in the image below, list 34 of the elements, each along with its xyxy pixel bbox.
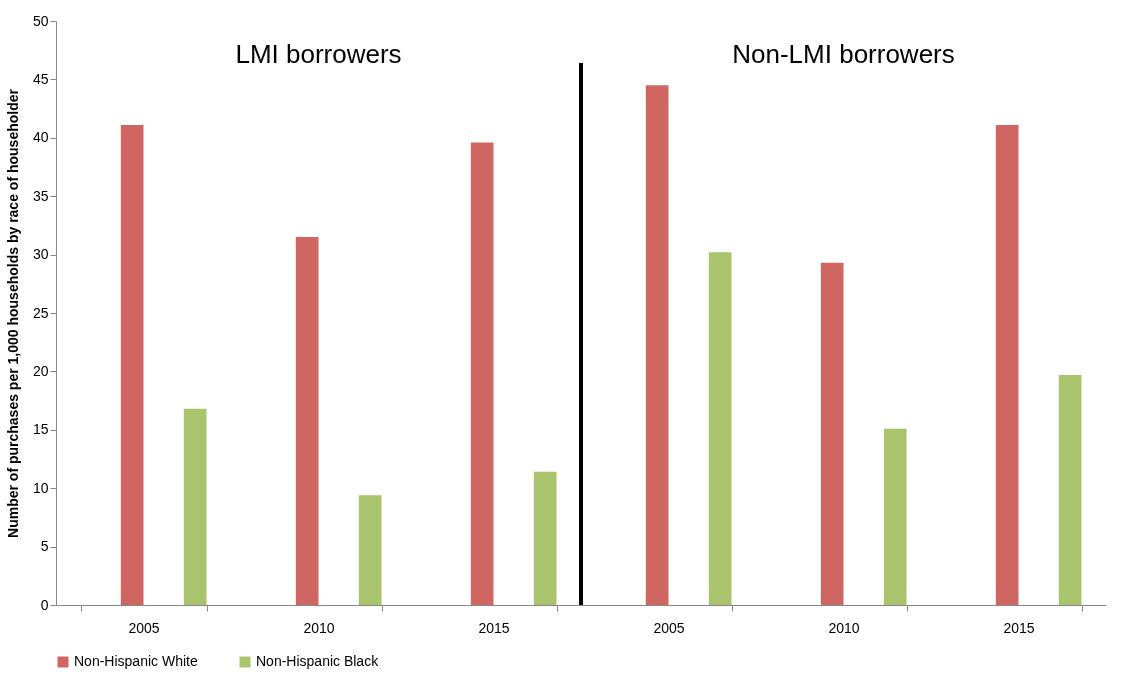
x-tick-label: 2010 — [303, 619, 335, 636]
bar — [533, 471, 557, 605]
bar — [470, 142, 494, 605]
annotation: LMI borrowers — [235, 39, 402, 69]
legend-label: Non-Hispanic Black — [256, 653, 380, 669]
y-tick-label: 0 — [40, 596, 49, 613]
bar — [358, 495, 382, 605]
y-tick-label: 20 — [32, 362, 49, 379]
legend-label: Non-Hispanic White — [74, 653, 198, 669]
y-tick-label: 30 — [32, 246, 49, 263]
bar — [120, 124, 144, 605]
y-tick-label: 50 — [32, 12, 49, 29]
y-axis-title: Number of purchases per 1,000 households by race of householder — [4, 88, 21, 538]
bar — [820, 262, 844, 605]
bar — [1058, 374, 1082, 605]
bar — [883, 428, 907, 605]
x-tick-label: 2015 — [1003, 619, 1035, 636]
y-tick-label: 15 — [32, 421, 49, 438]
x-tick-label: 2015 — [478, 619, 510, 636]
annotation: Non-LMI borrowers — [732, 39, 955, 69]
bar — [995, 124, 1019, 605]
y-tick-label: 5 — [40, 538, 49, 555]
y-tick-label: 10 — [32, 479, 49, 496]
bar — [708, 252, 732, 605]
bar — [183, 408, 207, 605]
y-tick-label: 35 — [32, 187, 49, 204]
x-tick-label: 2005 — [128, 619, 160, 636]
bar — [295, 237, 319, 605]
y-tick-label: 25 — [32, 304, 49, 321]
x-tick-label: 2010 — [828, 619, 860, 636]
y-tick-label: 40 — [32, 129, 49, 146]
y-tick-label: 45 — [32, 70, 49, 87]
x-tick-label: 2005 — [653, 619, 685, 636]
bar — [645, 85, 669, 605]
